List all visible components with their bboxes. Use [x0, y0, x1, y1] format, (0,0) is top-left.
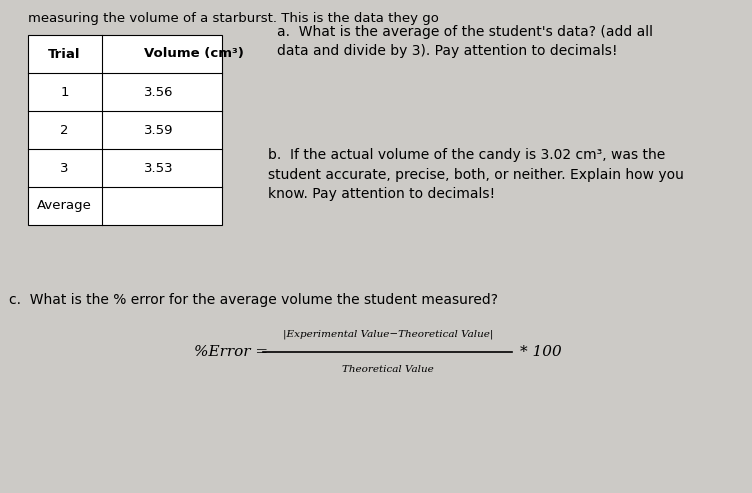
Text: a.  What is the average of the student's data? (add all
data and divide by 3). P: a. What is the average of the student's …: [277, 25, 653, 59]
Text: 2: 2: [60, 124, 69, 137]
Text: %Error =: %Error =: [194, 345, 273, 359]
Text: Average: Average: [37, 200, 92, 212]
Text: Theoretical Value: Theoretical Value: [342, 365, 434, 375]
Text: 1: 1: [60, 85, 69, 99]
Text: c.  What is the % error for the average volume the student measured?: c. What is the % error for the average v…: [9, 293, 499, 307]
Text: Volume (cm³): Volume (cm³): [144, 47, 244, 61]
Text: measuring the volume of a starburst. This is the data they go: measuring the volume of a starburst. Thi…: [28, 12, 438, 25]
Bar: [28, 35, 222, 225]
Text: 3: 3: [60, 162, 69, 175]
Text: 3.53: 3.53: [144, 162, 173, 175]
Text: |Experimental Value−Theoretical Value|: |Experimental Value−Theoretical Value|: [283, 329, 493, 339]
Text: * 100: * 100: [520, 345, 562, 359]
Text: 3.56: 3.56: [144, 85, 173, 99]
Text: b.  If the actual volume of the candy is 3.02 cm³, was the
student accurate, pre: b. If the actual volume of the candy is …: [268, 148, 684, 201]
Text: 3.59: 3.59: [144, 124, 173, 137]
Text: Trial: Trial: [48, 47, 81, 61]
